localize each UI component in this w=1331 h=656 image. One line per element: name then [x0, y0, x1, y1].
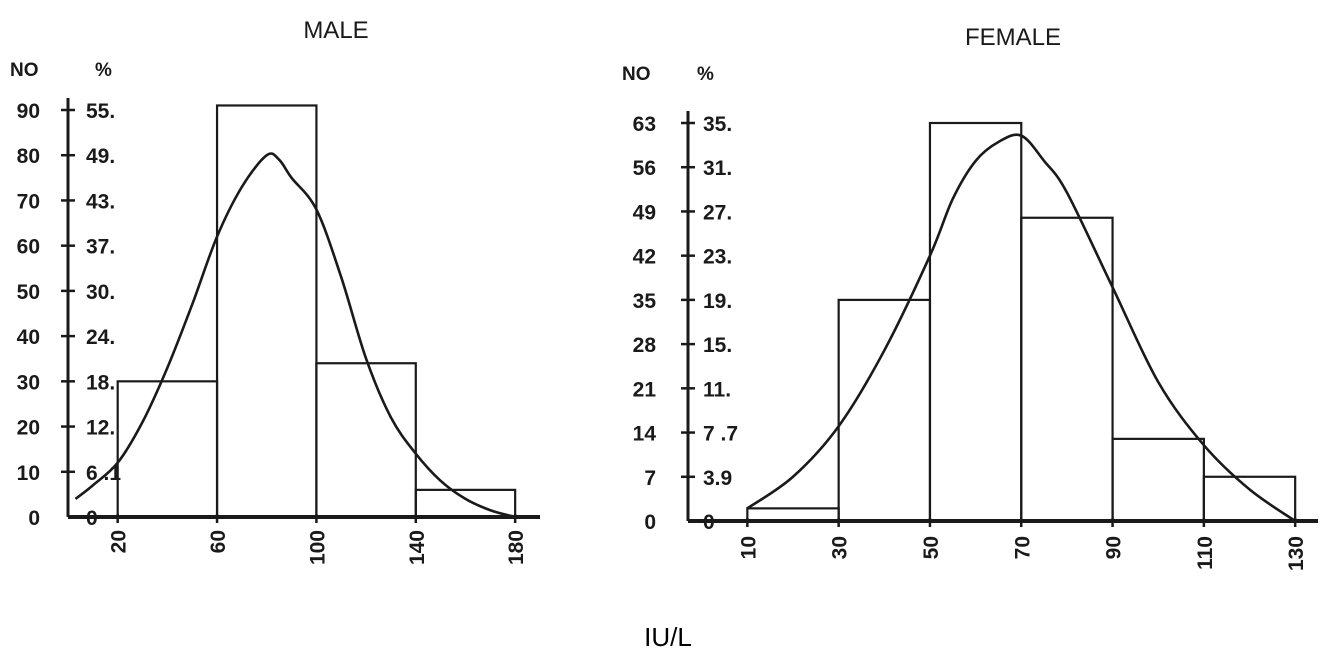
female-y-tick-label-percent: 0 [703, 511, 715, 534]
male-y-tick-label-no: 30 [17, 371, 40, 394]
female-y-tick-label-no: 56 [633, 157, 656, 180]
male-bar [315, 362, 417, 519]
male-x-tick-label: 100 [306, 530, 329, 565]
male-y-tick-label-no: 80 [17, 145, 40, 168]
male-y-tick-label-percent: 18. [86, 371, 115, 394]
female-y-tick-label-no: 42 [633, 246, 656, 269]
male-x-tick-label: 60 [207, 530, 230, 553]
male-y-tick-label-percent: 24. [86, 326, 115, 349]
female-y-tick-label-percent: 19. [703, 290, 732, 313]
female-chart: FEMALE NO % 0 0 7 3.9 14 7 .7 21 11. 28 15. 35 19. 42 23… [622, 24, 1318, 571]
female-y-tick-label-percent: 27. [703, 201, 732, 224]
male-y-tick-label-no: 70 [17, 190, 40, 213]
male-bar [215, 104, 318, 519]
female-x-tick-label: 10 [737, 536, 760, 559]
female-x-tick-label: 130 [1285, 536, 1308, 571]
female-y-tick-label-no: 63 [633, 113, 656, 136]
female-y-tick-label-no: 21 [633, 378, 657, 401]
male-bar [116, 380, 219, 519]
male-y-tick-label-no: 40 [17, 326, 40, 349]
female-x-tick-label: 110 [1194, 536, 1217, 570]
male-y-tick-label-percent: 49. [86, 145, 115, 168]
male-y-tick-label-percent: 0 [86, 507, 98, 530]
female-y-tick-label-no: 14 [633, 423, 657, 446]
female-bar [837, 298, 932, 523]
female-chart-title: FEMALE [965, 24, 1061, 51]
female-y-tick-label-no: 35 [633, 290, 657, 313]
female-y-tick-label-percent: 3.9 [703, 467, 732, 490]
female-bar [1020, 216, 1114, 523]
female-y-axis-label-no: NO [622, 64, 651, 85]
female-y-tick-label-percent: 7 .7 [703, 423, 738, 446]
male-y-tick-label-percent: 30. [86, 281, 115, 304]
female-y-tick-label-percent: 35. [703, 113, 732, 136]
female-bar [1202, 475, 1297, 523]
female-y-tick-label-no: 7 [644, 467, 656, 490]
female-fitted-curve [746, 133, 1296, 523]
male-y-tick-label-percent: 55. [86, 100, 115, 123]
female-y-tick-label-percent: 23. [703, 246, 732, 269]
male-y-tick-label-no: 0 [28, 507, 40, 530]
female-y-tick-label-percent: 31. [703, 157, 732, 180]
female-y-tick-label-percent: 11. [703, 378, 731, 401]
male-y-tick-label-no: 50 [17, 281, 40, 304]
female-x-tick-label: 50 [920, 536, 943, 559]
female-y-tick-label-no: 28 [633, 334, 657, 357]
figure-x-axis-label: IU/L [644, 622, 692, 652]
male-y-tick-label-percent: 12. [86, 417, 115, 440]
male-x-tick-label: 140 [406, 530, 429, 565]
female-x-tick-label: 90 [1103, 536, 1126, 559]
male-y-axis-label-percent: % [95, 60, 112, 81]
male-y-tick-label-no: 10 [17, 462, 40, 485]
male-fitted-curve [74, 152, 516, 519]
male-y-axis-label-no: NO [10, 60, 39, 81]
male-y-tick-label-percent: 37. [86, 236, 115, 259]
female-y-tick-label-percent: 15. [703, 334, 732, 357]
male-y-tick-label-no: 60 [17, 236, 40, 259]
female-y-axis-label-percent: % [697, 64, 714, 85]
female-x-tick-label: 70 [1011, 536, 1034, 559]
male-y-tick-label-no: 20 [17, 417, 40, 440]
female-y-tick-label-no: 49 [633, 201, 656, 224]
female-y-tick-label-no: 0 [644, 511, 656, 534]
male-y-tick-label-no: 90 [17, 100, 40, 123]
male-chart-title: MALE [303, 17, 368, 44]
male-x-tick-label: 180 [505, 530, 528, 565]
male-y-tick-label-percent: 43. [86, 190, 115, 213]
female-bar [928, 121, 1023, 523]
female-bar [1111, 437, 1205, 523]
female-x-tick-label: 30 [829, 536, 852, 559]
male-x-tick-label: 20 [108, 530, 131, 553]
